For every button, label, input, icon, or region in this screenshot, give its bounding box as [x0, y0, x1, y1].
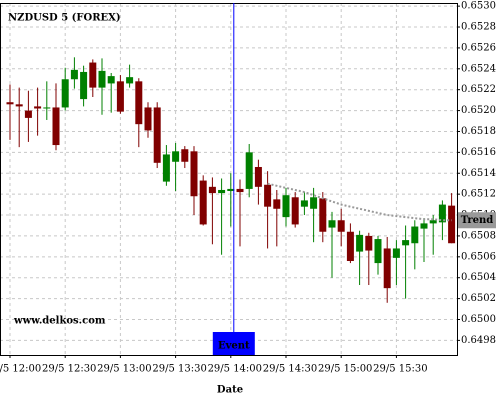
candle-body	[199, 180, 207, 225]
candle-body	[98, 70, 106, 88]
candle-body	[89, 62, 97, 88]
y-tick-label: 0.6516	[461, 147, 496, 158]
trend-line	[267, 182, 452, 222]
candle-body	[356, 234, 364, 252]
candle-body	[429, 220, 437, 224]
candle-body	[374, 239, 382, 264]
candle-body	[116, 81, 124, 112]
y-tick-label: 0.6518	[461, 126, 496, 137]
candle-body	[448, 205, 456, 244]
candle-body	[328, 220, 336, 228]
candle-body	[135, 81, 143, 125]
candle-body	[153, 107, 161, 163]
candle-body	[181, 149, 189, 162]
y-tick-label: 0.6498	[461, 335, 496, 346]
candle-body	[420, 223, 428, 229]
candle-body	[273, 199, 281, 209]
candle-body	[227, 188, 235, 192]
candle-body	[264, 184, 272, 207]
y-tick-label: 0.6530	[461, 1, 496, 12]
y-tick-label: 0.6508	[461, 230, 496, 241]
y-tick-label: 0.6502	[461, 293, 496, 304]
candle-body	[24, 110, 32, 118]
y-tick-label: 0.6528	[461, 22, 496, 33]
x-tick-label: 29/5 12:00	[0, 364, 41, 375]
candle-body	[383, 248, 391, 289]
y-tick-label: 0.6522	[461, 84, 496, 95]
candle-body	[245, 152, 253, 189]
chart-title: NZDUSD 5 (FOREX)	[8, 13, 121, 24]
candle-body	[162, 154, 170, 182]
y-tick-label: 0.6512	[461, 189, 496, 200]
x-tick-label: 29/5 13:00	[97, 364, 151, 375]
candle-body	[70, 69, 78, 80]
legend-label: Trend	[461, 215, 494, 226]
y-tick-label: 0.6506	[461, 251, 496, 262]
candle-body	[310, 197, 318, 209]
plot-frame	[0, 3, 458, 356]
candle-body	[61, 79, 69, 108]
x-tick-label: 29/5 13:30	[152, 364, 206, 375]
y-tick-label: 0.6526	[461, 42, 496, 53]
candle-body	[52, 107, 60, 146]
candle-body	[346, 231, 354, 261]
candle-body	[438, 204, 446, 223]
y-tick-label: 0.6514	[461, 168, 496, 179]
y-tick-label: 0.6520	[461, 105, 496, 116]
y-tick-label: 0.6504	[461, 272, 496, 283]
candle-body	[144, 107, 152, 131]
event-label: Event	[218, 341, 250, 352]
candle-body	[365, 235, 373, 251]
candle-body	[402, 240, 410, 246]
x-tick-label: 29/5 15:00	[318, 364, 372, 375]
marks	[6, 57, 456, 303]
candle-body	[282, 195, 290, 218]
candle-body	[34, 106, 42, 109]
event-box	[212, 332, 255, 355]
grid	[0, 3, 457, 355]
y-tick-label: 0.6500	[461, 314, 496, 325]
candle-body	[6, 102, 14, 105]
x-tick-label: 29/5 12:30	[42, 364, 96, 375]
candle-body	[300, 200, 308, 207]
candle-body	[43, 107, 51, 109]
candle-body	[126, 77, 134, 84]
candle-body	[254, 166, 262, 187]
watermark: www.delkos.com	[13, 316, 106, 327]
candle-body	[411, 226, 419, 244]
trend-label-box	[458, 212, 496, 229]
candle-body	[218, 189, 226, 194]
candle-body	[15, 104, 23, 107]
candle-body	[236, 188, 244, 193]
candle-body	[291, 197, 299, 225]
candle-body	[80, 71, 88, 100]
x-tick-label: 29/5 14:00	[208, 364, 262, 375]
x-tick-label: 29/5 15:30	[373, 364, 427, 375]
candle-body	[319, 198, 327, 232]
candle-body	[172, 151, 180, 162]
candle-body	[107, 76, 115, 84]
y-tick-label: 0.6524	[461, 63, 496, 74]
candle-body	[190, 151, 198, 197]
x-tick-label: 29/5 14:30	[263, 364, 317, 375]
candle-body	[392, 248, 400, 258]
candle-body	[208, 186, 216, 194]
x-axis-title: Date	[217, 385, 243, 396]
candle-body	[337, 220, 345, 232]
